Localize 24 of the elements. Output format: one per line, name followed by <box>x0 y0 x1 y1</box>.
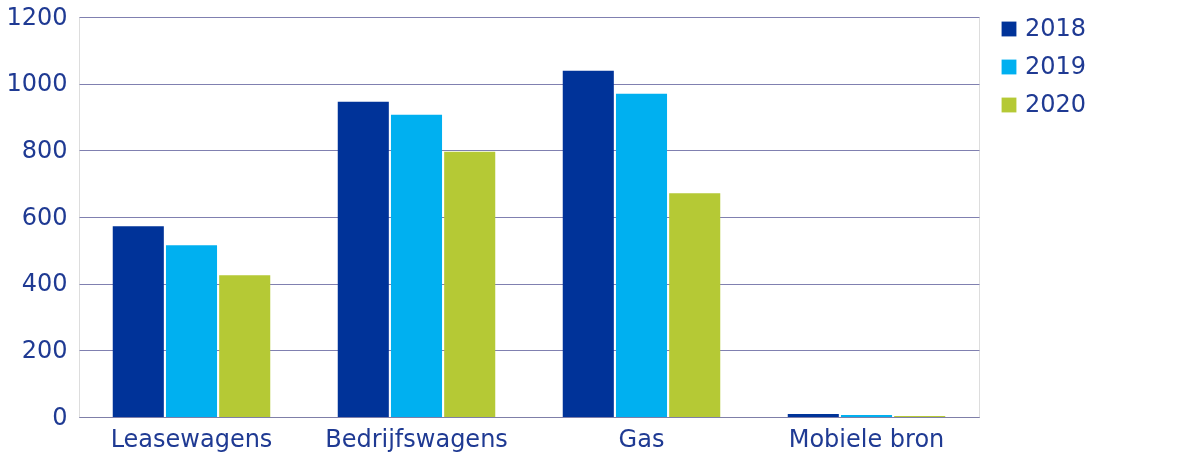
y-tick-label: 600 <box>21 202 68 231</box>
legend-label: 2020 <box>1025 90 1087 118</box>
y-tick-label: 400 <box>21 269 68 298</box>
bar <box>787 414 839 417</box>
x-tick-label: Mobiele bron <box>788 424 945 453</box>
legend-label: 2019 <box>1025 52 1087 80</box>
y-tick-label: 0 <box>52 402 68 431</box>
bar <box>112 226 164 417</box>
bar <box>337 101 389 417</box>
y-tick-label: 800 <box>21 135 68 164</box>
bar <box>444 151 496 417</box>
y-tick-label: 1200 <box>6 2 68 31</box>
bar <box>219 275 271 417</box>
x-tick-label: Leasewagens <box>110 424 273 453</box>
y-tick-label: 200 <box>21 335 68 364</box>
legend-label: 2018 <box>1025 14 1087 42</box>
y-tick-label: 1000 <box>6 69 68 98</box>
x-tick-label: Gas <box>618 424 665 453</box>
bar <box>562 70 614 417</box>
bar <box>165 245 218 417</box>
bar <box>615 93 668 417</box>
bar <box>390 114 443 417</box>
x-tick-label: Bedrijfswagens <box>325 424 508 453</box>
bar <box>669 193 721 417</box>
